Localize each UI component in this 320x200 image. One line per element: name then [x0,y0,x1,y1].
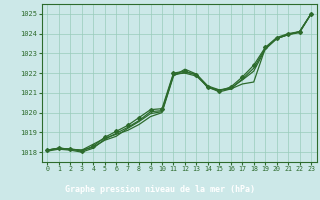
Text: Graphe pression niveau de la mer (hPa): Graphe pression niveau de la mer (hPa) [65,185,255,194]
